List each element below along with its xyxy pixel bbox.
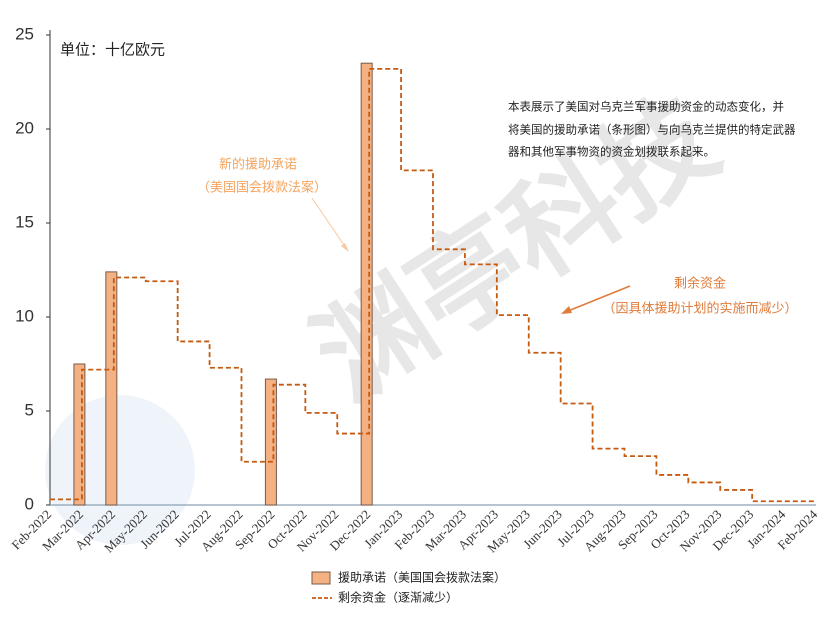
bar bbox=[264, 378, 277, 506]
unit-label: 单位：十亿欧元 bbox=[60, 41, 165, 59]
annotation: （美国国会拨款法案） bbox=[197, 181, 327, 196]
annotation-arrow bbox=[311, 197, 347, 249]
y-tick-label: 15 bbox=[15, 212, 34, 231]
bar bbox=[105, 271, 118, 506]
legend-swatch bbox=[311, 571, 331, 585]
y-tick-label: 10 bbox=[15, 306, 34, 325]
annotation: 新的援助承诺 bbox=[219, 157, 297, 173]
description: 本表展示了美国对乌克兰军事援助资金的动态变化，并 bbox=[508, 100, 784, 114]
legend-label: 援助承诺（美国国会拨款法案） bbox=[338, 570, 506, 585]
annotation-arrow bbox=[567, 285, 631, 312]
y-tick-label: 0 bbox=[25, 494, 34, 513]
description: 将美国的援助承诺（条形图）与向乌克兰提供的特定武器 bbox=[508, 123, 796, 137]
annotation: 剩余资金 bbox=[674, 276, 726, 292]
annotation: （因具体援助计划的实施而减少） bbox=[602, 301, 797, 317]
y-tick-label: 20 bbox=[15, 118, 34, 137]
annotation-arrowhead bbox=[341, 243, 349, 252]
bar bbox=[360, 62, 373, 506]
annotation-arrowhead bbox=[561, 306, 572, 314]
y-tick-label: 5 bbox=[25, 400, 34, 419]
legend-label: 剩余资金（逐渐减少） bbox=[338, 590, 458, 605]
step-line bbox=[50, 67, 816, 503]
description: 器和其他军事物资的资金划拨联系起来。 bbox=[508, 145, 715, 159]
y-tick-label: 25 bbox=[15, 24, 34, 43]
bar bbox=[73, 363, 86, 506]
